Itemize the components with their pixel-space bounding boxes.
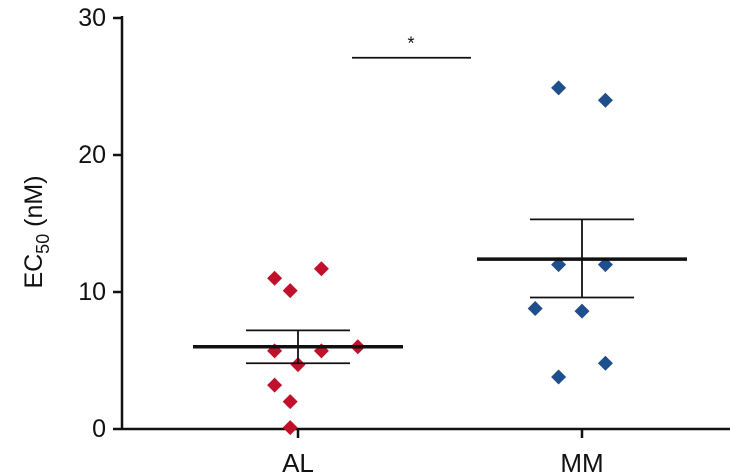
data-point [313, 261, 329, 277]
mean-sem-bars [193, 218, 687, 365]
data-point [267, 270, 283, 286]
x-tick-label: MM [560, 448, 603, 476]
data-point [282, 394, 298, 410]
data-point [574, 303, 590, 319]
y-ticks: 0 10 20 30 [78, 4, 122, 443]
significance-bracket: * [352, 34, 471, 59]
x-tick-label: AL [282, 448, 314, 476]
axes [120, 16, 730, 431]
data-point [290, 357, 306, 373]
data-point [282, 283, 298, 299]
data-point [551, 80, 567, 96]
significance-label: * [407, 34, 414, 54]
y-tick-label: 20 [78, 141, 106, 169]
data-point [597, 92, 613, 108]
y-axis-label: EC50 (nM) [20, 175, 53, 288]
data-point [597, 355, 613, 371]
x-ticks: AL MM [282, 429, 604, 476]
data-point [267, 377, 283, 393]
data-point [282, 420, 298, 436]
y-tick-label: 30 [78, 4, 106, 32]
data-point [527, 300, 543, 316]
y-tick-label: 10 [78, 278, 106, 306]
data-point [551, 369, 567, 385]
y-tick-label: 0 [92, 415, 106, 443]
